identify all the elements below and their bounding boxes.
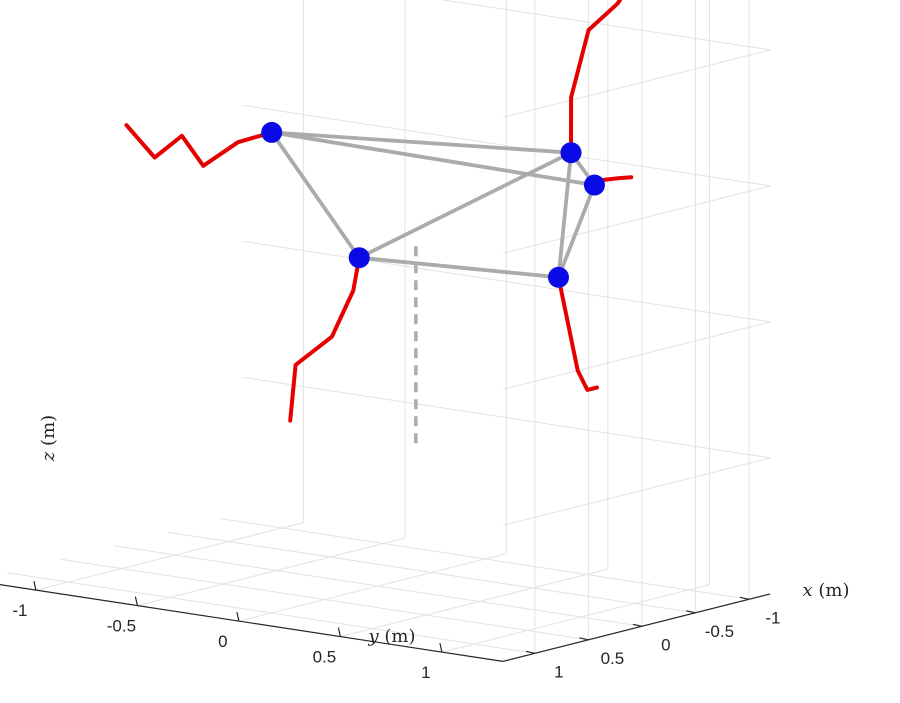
grid-lines [7, 0, 771, 654]
z-axis-label: z (m) [38, 415, 59, 462]
back-wall-gridline-z [242, 240, 771, 323]
y-tick-mark [236, 611, 240, 622]
x-tick-mark [632, 623, 643, 627]
edge [269, 130, 362, 260]
edge [357, 150, 573, 260]
floor-gridline-y [35, 522, 304, 591]
x-tick-label: -0.5 [705, 622, 734, 641]
floor-gridline-y [340, 568, 609, 638]
y-tick-label: 0 [218, 632, 227, 651]
trajectory [556, 275, 599, 392]
edge [269, 130, 573, 155]
y-tick-mark [134, 596, 138, 606]
side-wall-gridline-z [502, 185, 771, 254]
x-tick-label: 1 [554, 662, 563, 681]
x-tick-label: 0 [661, 635, 670, 654]
y-tick-label: 1 [421, 663, 430, 682]
edge [556, 150, 573, 280]
x-tick-mark [525, 650, 536, 654]
back-wall-gridline-z [242, 376, 771, 459]
node-point [583, 174, 605, 196]
edge [357, 255, 561, 280]
x-axis-line [502, 593, 771, 662]
trajectory [124, 123, 274, 168]
y-tick-label: 0.5 [313, 648, 337, 667]
back-wall-gridline-z [242, 104, 771, 187]
side-wall-gridline-z [502, 49, 771, 118]
node-point [560, 142, 582, 164]
x-axis-label: x (m) [802, 580, 849, 601]
x-tick-mark [579, 637, 589, 641]
edge [556, 183, 597, 280]
trajectory [288, 255, 362, 423]
back-wall-gridline-z [440, 0, 771, 51]
plot-data [124, 0, 634, 451]
node-point [261, 121, 283, 143]
side-wall-gridline-z [502, 321, 771, 390]
x-tick-label: -1 [765, 608, 780, 627]
x-tick-mark [739, 596, 750, 600]
y-axis-label: y (m) [367, 626, 415, 647]
node-point [348, 247, 370, 269]
y-tick-mark [337, 627, 341, 637]
y-tick-label: -0.5 [107, 617, 136, 636]
y-axis-line [0, 584, 503, 662]
y-tick-label: -1 [12, 601, 27, 620]
floor-gridline-y [441, 584, 710, 653]
y-tick-mark [439, 642, 443, 653]
x-tick-mark [686, 610, 696, 614]
y-tick-mark [33, 580, 37, 591]
node-point [548, 266, 569, 288]
floor-gridline-y [238, 553, 507, 622]
floor-gridline-y [137, 537, 406, 607]
edge [269, 130, 597, 187]
trajectory [569, 0, 623, 155]
side-wall-gridline-z [502, 457, 771, 526]
axes: -1-0.500.51-1-0.500.5100.511.5 [0, 580, 780, 682]
x-tick-label: 0.5 [601, 649, 625, 668]
